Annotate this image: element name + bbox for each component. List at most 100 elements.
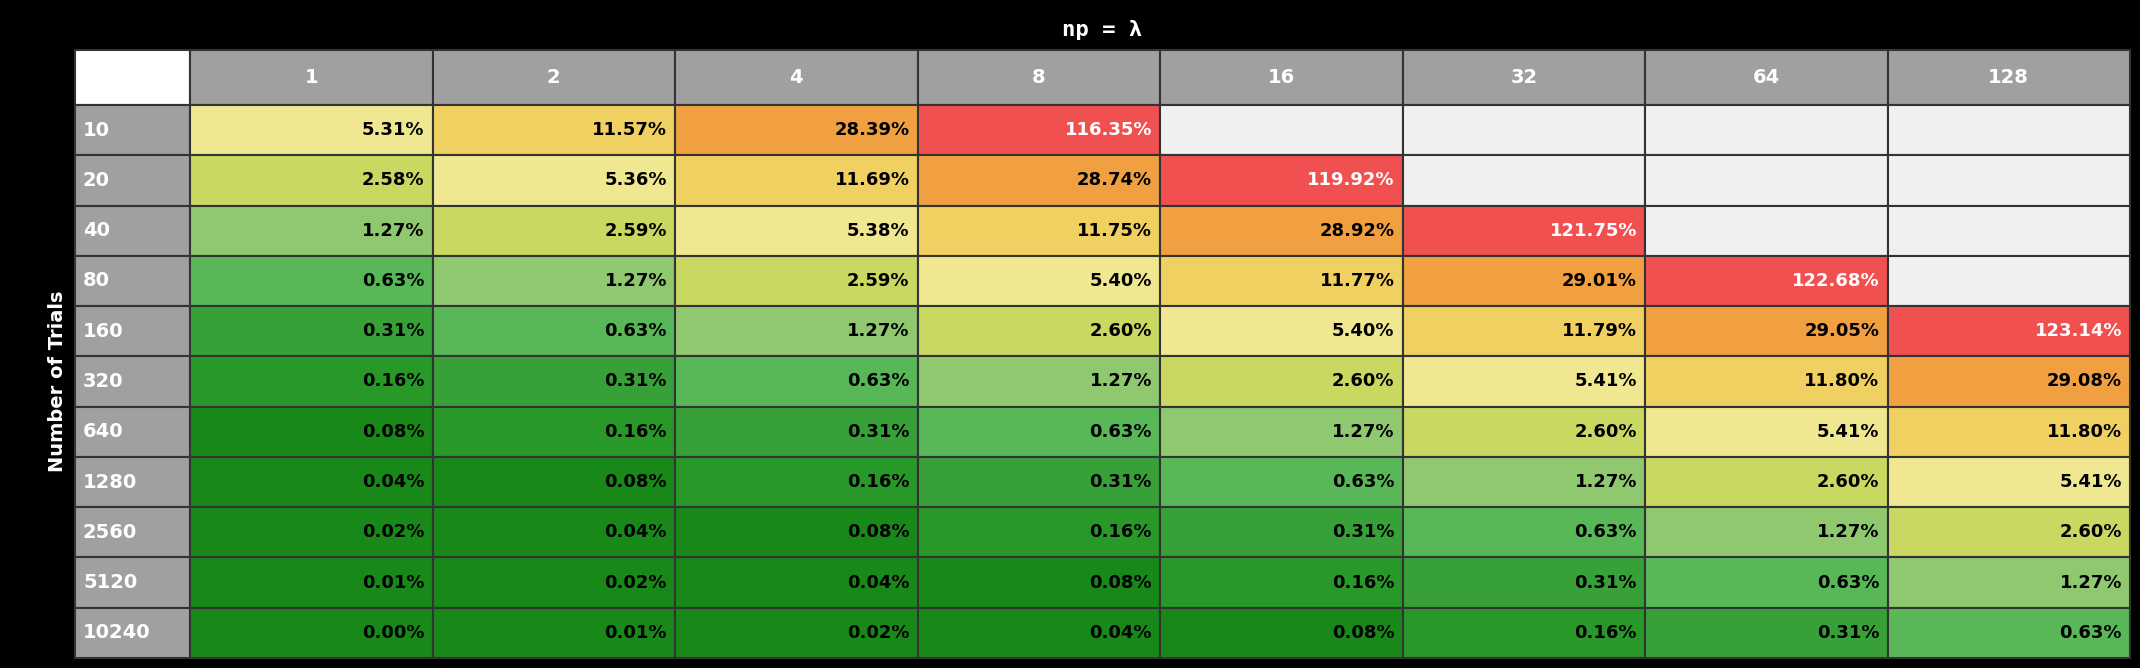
Text: 0.63%: 0.63% bbox=[1331, 473, 1395, 491]
Bar bbox=[75, 105, 190, 155]
Text: 11.77%: 11.77% bbox=[1320, 272, 1395, 290]
Bar bbox=[75, 256, 190, 306]
Bar bbox=[1160, 50, 1402, 105]
Bar bbox=[674, 155, 918, 206]
Text: 0.31%: 0.31% bbox=[603, 373, 668, 391]
Text: 0.63%: 0.63% bbox=[847, 373, 910, 391]
Text: 0.02%: 0.02% bbox=[603, 574, 668, 592]
Text: 29.05%: 29.05% bbox=[1804, 322, 1879, 340]
Text: 128: 128 bbox=[1988, 68, 2029, 87]
Text: 0.16%: 0.16% bbox=[603, 423, 668, 441]
Bar bbox=[918, 407, 1160, 457]
Bar bbox=[1160, 356, 1402, 407]
Text: Number of Trials: Number of Trials bbox=[47, 291, 66, 472]
Bar bbox=[674, 50, 918, 105]
Bar bbox=[1160, 558, 1402, 608]
Text: 1.27%: 1.27% bbox=[1575, 473, 1637, 491]
Bar bbox=[1402, 407, 1646, 457]
Bar bbox=[1160, 206, 1402, 256]
Bar bbox=[674, 105, 918, 155]
Text: 1: 1 bbox=[304, 68, 319, 87]
Text: 1.27%: 1.27% bbox=[847, 322, 910, 340]
Text: 0.08%: 0.08% bbox=[1089, 574, 1151, 592]
Bar bbox=[75, 407, 190, 457]
Text: 1.27%: 1.27% bbox=[1089, 373, 1151, 391]
Text: 0.63%: 0.63% bbox=[603, 322, 668, 340]
Bar bbox=[918, 256, 1160, 306]
Bar bbox=[1160, 457, 1402, 507]
Bar bbox=[1402, 507, 1646, 558]
Bar bbox=[1646, 507, 1887, 558]
Bar bbox=[918, 105, 1160, 155]
Text: 116.35%: 116.35% bbox=[1064, 121, 1151, 139]
Bar bbox=[190, 206, 432, 256]
Text: 0.04%: 0.04% bbox=[362, 473, 424, 491]
Bar bbox=[190, 50, 432, 105]
Text: 11.69%: 11.69% bbox=[835, 172, 910, 190]
Bar bbox=[674, 507, 918, 558]
Text: 5.41%: 5.41% bbox=[2059, 473, 2123, 491]
Bar bbox=[1402, 558, 1646, 608]
Text: 5.41%: 5.41% bbox=[1817, 423, 1879, 441]
Bar bbox=[1887, 50, 2129, 105]
Text: 121.75%: 121.75% bbox=[1549, 222, 1637, 240]
Text: 2.60%: 2.60% bbox=[1331, 373, 1395, 391]
Text: 32: 32 bbox=[1511, 68, 1537, 87]
Text: 11.57%: 11.57% bbox=[593, 121, 668, 139]
Text: 0.08%: 0.08% bbox=[603, 473, 668, 491]
Text: 5.40%: 5.40% bbox=[1089, 272, 1151, 290]
Text: 10240: 10240 bbox=[83, 623, 150, 643]
Bar bbox=[674, 256, 918, 306]
Text: 2.60%: 2.60% bbox=[1817, 473, 1879, 491]
Text: 0.01%: 0.01% bbox=[603, 624, 668, 642]
Text: 0.02%: 0.02% bbox=[362, 523, 424, 541]
Text: 0.31%: 0.31% bbox=[1817, 624, 1879, 642]
Bar bbox=[190, 105, 432, 155]
Text: 123.14%: 123.14% bbox=[2035, 322, 2123, 340]
Bar bbox=[1160, 155, 1402, 206]
Bar bbox=[1646, 50, 1887, 105]
Text: 64: 64 bbox=[1753, 68, 1780, 87]
Bar bbox=[1887, 407, 2129, 457]
Bar bbox=[1646, 206, 1887, 256]
Text: 0.31%: 0.31% bbox=[362, 322, 424, 340]
Bar bbox=[432, 50, 674, 105]
Text: 1.27%: 1.27% bbox=[1331, 423, 1395, 441]
Bar bbox=[432, 306, 674, 356]
Bar bbox=[1646, 356, 1887, 407]
Bar bbox=[75, 507, 190, 558]
Bar bbox=[1402, 256, 1646, 306]
Bar bbox=[1160, 507, 1402, 558]
Bar bbox=[674, 558, 918, 608]
Bar bbox=[75, 206, 190, 256]
Bar bbox=[75, 558, 190, 608]
Text: 28.92%: 28.92% bbox=[1320, 222, 1395, 240]
Text: 29.08%: 29.08% bbox=[2046, 373, 2123, 391]
Text: 11.80%: 11.80% bbox=[1804, 373, 1879, 391]
Bar bbox=[1887, 105, 2129, 155]
Bar bbox=[1887, 608, 2129, 658]
Text: 2: 2 bbox=[548, 68, 561, 87]
Bar bbox=[432, 507, 674, 558]
Text: 320: 320 bbox=[83, 372, 124, 391]
Text: 0.04%: 0.04% bbox=[847, 574, 910, 592]
Bar bbox=[190, 356, 432, 407]
Text: 2.60%: 2.60% bbox=[2059, 523, 2123, 541]
Bar bbox=[1402, 50, 1646, 105]
Bar bbox=[190, 608, 432, 658]
Bar bbox=[1887, 206, 2129, 256]
Text: 28.74%: 28.74% bbox=[1076, 172, 1151, 190]
Bar bbox=[918, 608, 1160, 658]
Text: 0.63%: 0.63% bbox=[362, 272, 424, 290]
Bar bbox=[432, 608, 674, 658]
Bar bbox=[1646, 155, 1887, 206]
Bar bbox=[1402, 105, 1646, 155]
Bar bbox=[1887, 306, 2129, 356]
Bar bbox=[1646, 256, 1887, 306]
Text: 0.31%: 0.31% bbox=[1089, 473, 1151, 491]
Bar bbox=[918, 306, 1160, 356]
Text: 80: 80 bbox=[83, 271, 109, 291]
Bar bbox=[432, 457, 674, 507]
Text: 160: 160 bbox=[83, 322, 124, 341]
Text: 11.79%: 11.79% bbox=[1562, 322, 1637, 340]
